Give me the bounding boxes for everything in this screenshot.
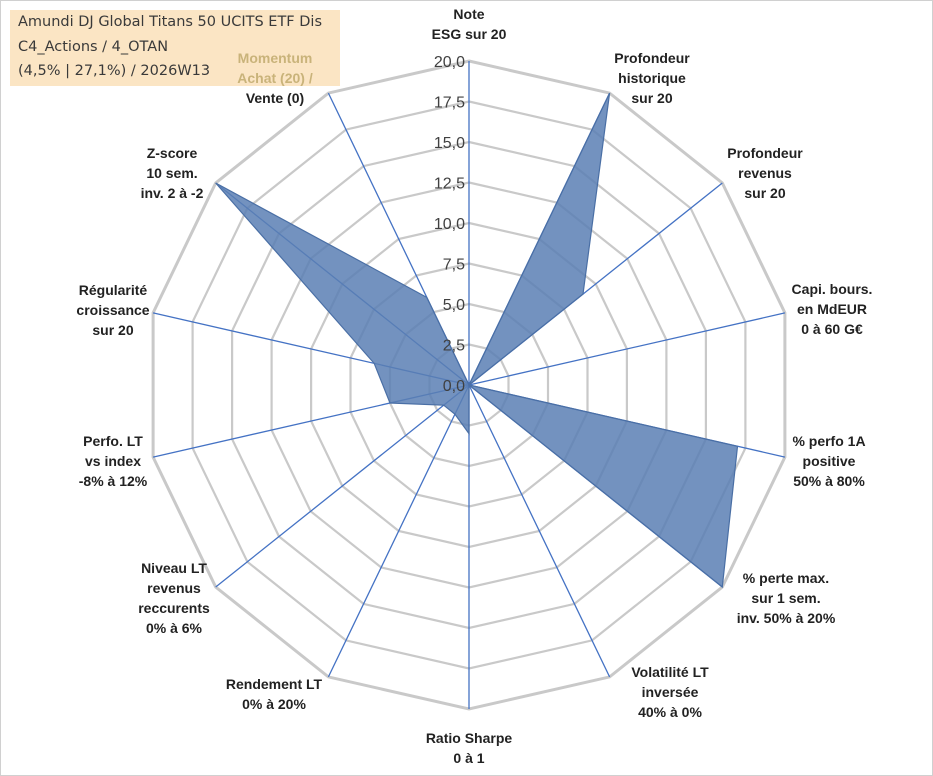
axis-spoke — [327, 384, 470, 678]
tick-label: 10,0 — [434, 216, 465, 233]
tick-label: 12,5 — [434, 176, 465, 193]
axis-label-perte-max: % perte max. sur 1 sem. inv. 50% à 20% — [736, 570, 836, 626]
title-box — [10, 10, 340, 86]
chart-title-line-1: Amundi DJ Global Titans 50 UCITS ETF Dis — [18, 14, 323, 30]
axis-spoke — [215, 384, 470, 588]
axis-label-profondeur-revenus: Profondeur revenus sur 20 — [727, 145, 803, 201]
tick-label: 15,0 — [434, 135, 465, 152]
tick-label: 2,5 — [443, 338, 465, 355]
axis-label-regularite-croissance: Régularité croissance sur 20 — [76, 282, 150, 338]
axis-label-ratio-sharpe: Ratio Sharpe 0 à 1 — [425, 730, 513, 766]
tick-label: 17,5 — [434, 95, 465, 112]
axis-label-profondeur-historique: Profondeur historique sur 20 — [614, 50, 690, 106]
axis-label-note-esg: Note ESG sur 20 — [431, 6, 507, 42]
series-area — [215, 92, 739, 589]
tick-label: 0,0 — [443, 378, 465, 395]
tick-label: 20,0 — [434, 54, 465, 71]
radar-series — [215, 92, 739, 589]
chart-title-line-2: C4_Actions / 4_OTAN — [18, 39, 169, 55]
axis-label-volatilite-lt: Volatilité LT inversée 40% à 0% — [631, 664, 709, 720]
axis-label-rendement-lt: Rendement LT 0% à 20% — [225, 676, 323, 712]
axis-label-momentum: Momentum Achat (20) / Vente (0) — [237, 50, 313, 106]
axis-label-niveau-lt-revenus: Niveau LT revenus reccurents 0% à 6% — [138, 560, 210, 636]
radar-tick-labels: 0,0 2,5 5,0 7,5 10,0 12,5 15,0 17,5 20,0 — [434, 54, 465, 395]
axis-label-perfo-lt-index: Perfo. LT vs index -8% à 12% — [78, 433, 148, 489]
axis-spoke — [468, 312, 786, 386]
axis-spoke — [468, 384, 611, 678]
tick-label: 7,5 — [443, 257, 465, 274]
axis-label-capi-bours: Capi. bours. en MdEUR 0 à 60 G€ — [791, 281, 873, 337]
chart-title-line-3: (4,5% | 27,1%) / 2026W13 — [18, 63, 211, 79]
tick-label: 5,0 — [443, 297, 465, 314]
axis-label-z-score: Z-score 10 sem. inv. 2 à -2 — [140, 145, 204, 201]
axis-label-perfo-1a: % perfo 1A positive 50% à 80% — [792, 433, 866, 489]
